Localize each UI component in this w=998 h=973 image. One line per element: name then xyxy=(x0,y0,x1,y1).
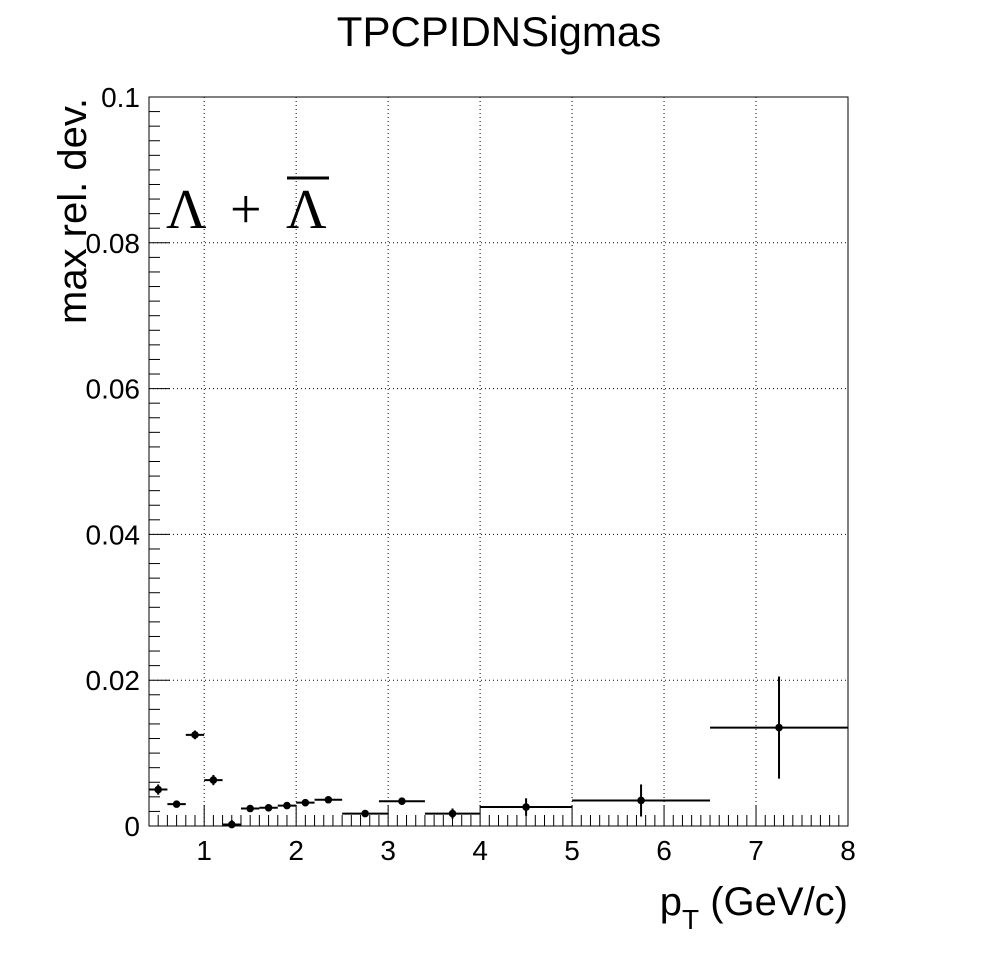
data-point xyxy=(572,784,711,817)
data-point xyxy=(480,798,573,816)
data-marker xyxy=(209,776,218,784)
y-tick-label-0.06: 0.06 xyxy=(86,374,141,405)
x-axis-label-subscript: T xyxy=(682,904,699,935)
data-marker xyxy=(775,723,783,732)
data-marker xyxy=(301,798,310,807)
data-marker xyxy=(283,801,291,810)
y-tick-label-0.02: 0.02 xyxy=(86,665,141,696)
x-tick-label-4: 4 xyxy=(472,835,488,866)
data-point xyxy=(424,808,481,819)
data-marker xyxy=(637,796,645,805)
chart-title: TPCPIDNSigmas xyxy=(337,8,661,55)
data-marker xyxy=(227,820,236,829)
x-tick-label-8: 8 xyxy=(840,835,856,866)
data-marker xyxy=(522,803,530,811)
x-tick-label-5: 5 xyxy=(564,835,580,866)
data-point xyxy=(710,676,848,779)
data-marker xyxy=(191,731,199,739)
data-marker xyxy=(361,809,369,818)
data-marker xyxy=(264,803,273,812)
annotation-plus: + xyxy=(230,179,262,241)
y-tick-label-0.04: 0.04 xyxy=(86,519,141,550)
data-marker xyxy=(154,785,162,794)
annotation-lambda-plus-antilambda: Λ + Λ xyxy=(166,176,329,241)
data-marker xyxy=(448,809,457,818)
data-point xyxy=(185,730,205,740)
data-point xyxy=(167,800,186,808)
tick-labels: 1 2 3 4 5 6 7 8 0 0.02 0.04 0.06 0.08 0.1 xyxy=(86,82,856,866)
y-tick-label-0: 0 xyxy=(124,811,140,842)
x-tick-label-3: 3 xyxy=(380,835,396,866)
y-axis-label: max rel. dev. xyxy=(51,98,95,324)
data-point xyxy=(204,774,223,786)
data-marker xyxy=(172,800,181,808)
annotation-lambda: Λ xyxy=(166,179,207,241)
x-tick-label-6: 6 xyxy=(656,835,672,866)
x-axis-label-main: p xyxy=(660,880,682,924)
y-tick-label-0.08: 0.08 xyxy=(86,228,141,259)
x-tick-label-2: 2 xyxy=(288,835,304,866)
x-tick-label-7: 7 xyxy=(748,835,764,866)
x-axis-label: pT (GeV/c) xyxy=(660,880,848,935)
data-points xyxy=(149,676,848,829)
data-point xyxy=(314,795,343,804)
y-tick-label-0.1: 0.1 xyxy=(101,82,140,113)
data-point xyxy=(240,804,260,813)
data-point xyxy=(296,798,315,807)
data-point xyxy=(222,820,241,829)
data-point xyxy=(259,803,278,812)
annotation-antilambda: Λ xyxy=(286,179,327,241)
data-point xyxy=(378,797,425,806)
data-marker xyxy=(246,804,254,813)
data-marker xyxy=(398,797,406,806)
data-marker xyxy=(324,795,333,804)
x-tick-label-1: 1 xyxy=(196,835,212,866)
data-point xyxy=(149,784,168,795)
x-axis-label-units: (GeV/c) xyxy=(699,880,848,924)
data-point xyxy=(342,809,389,818)
data-point xyxy=(277,801,297,810)
